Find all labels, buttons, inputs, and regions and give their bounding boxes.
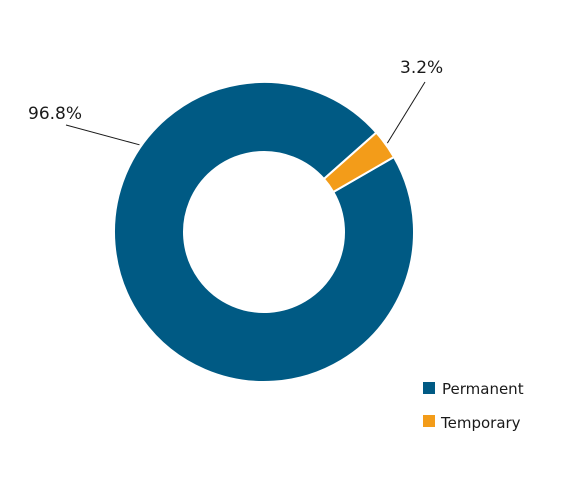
data-label-temporary: 3.2%	[400, 58, 443, 78]
slice-temporary	[322, 131, 396, 194]
leader-line-permanent	[65, 124, 140, 146]
legend-label-temporary: Temporary	[440, 414, 521, 432]
donut-slices	[113, 81, 415, 383]
data-label-permanent: 96.8%	[28, 104, 82, 124]
legend: Permanent Temporary	[423, 380, 524, 432]
legend-label-permanent: Permanent	[442, 380, 524, 398]
legend-swatch-permanent	[423, 382, 435, 394]
slice-permanent	[113, 81, 415, 383]
leader-line-temporary	[386, 81, 426, 144]
legend-swatch-temporary	[423, 415, 435, 427]
